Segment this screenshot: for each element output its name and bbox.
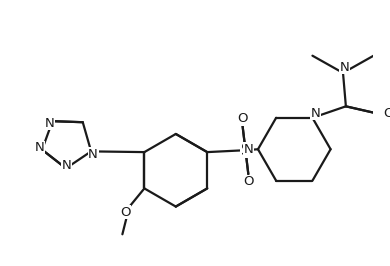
Text: O: O xyxy=(238,112,248,125)
Text: N: N xyxy=(45,117,55,130)
Text: N: N xyxy=(34,141,44,154)
Text: N: N xyxy=(88,148,98,161)
Text: N: N xyxy=(340,61,350,74)
Text: S: S xyxy=(241,143,250,158)
Text: O: O xyxy=(120,206,131,219)
Text: N: N xyxy=(62,159,72,172)
Text: O: O xyxy=(384,107,390,120)
Text: O: O xyxy=(243,175,254,188)
Text: N: N xyxy=(310,106,320,119)
Text: N: N xyxy=(243,143,253,156)
